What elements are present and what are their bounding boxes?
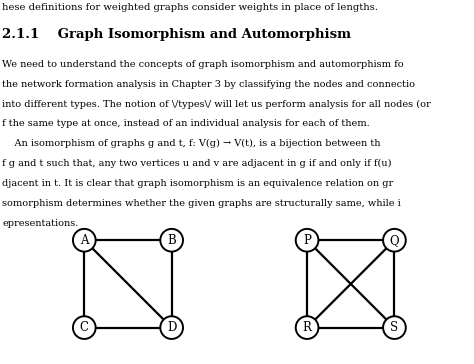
Text: D: D	[167, 321, 176, 334]
Text: S: S	[391, 321, 399, 334]
Circle shape	[73, 316, 96, 339]
Text: Q: Q	[390, 234, 399, 247]
Text: P: P	[303, 234, 311, 247]
Text: A: A	[80, 234, 89, 247]
Text: C: C	[80, 321, 89, 334]
Text: 2.1.1    Graph Isomorphism and Automorphism: 2.1.1 Graph Isomorphism and Automorphism	[2, 28, 351, 41]
Text: into different types. The notion of \/types\/ will let us perform analysis for a: into different types. The notion of \/ty…	[2, 99, 431, 108]
Circle shape	[383, 316, 406, 339]
Circle shape	[73, 229, 96, 252]
Text: We need to understand the concepts of graph isomorphism and automorphism fo: We need to understand the concepts of gr…	[2, 60, 404, 69]
Text: f g and t such that, any two vertices u and v are adjacent in g if and only if f: f g and t such that, any two vertices u …	[2, 159, 392, 168]
Text: djacent in t. It is clear that graph isomorphism is an equivalence relation on g: djacent in t. It is clear that graph iso…	[2, 179, 393, 188]
Circle shape	[296, 229, 319, 252]
Text: somorphism determines whether the given graphs are structurally same, while i: somorphism determines whether the given …	[2, 199, 401, 208]
Text: f the same type at once, instead of an individual analysis for each of them.: f the same type at once, instead of an i…	[2, 119, 370, 128]
Text: the network formation analysis in Chapter 3 by classifying the nodes and connect: the network formation analysis in Chapte…	[2, 80, 415, 89]
Text: epresentations.: epresentations.	[2, 219, 79, 228]
Circle shape	[383, 229, 406, 252]
Text: hese definitions for weighted graphs consider weights in place of lengths.: hese definitions for weighted graphs con…	[2, 3, 378, 12]
Text: An isomorphism of graphs g and t, f: V(g) → V(t), is a bijection between th: An isomorphism of graphs g and t, f: V(g…	[2, 139, 381, 149]
Circle shape	[296, 316, 319, 339]
Circle shape	[160, 229, 183, 252]
Text: R: R	[302, 321, 311, 334]
Circle shape	[160, 316, 183, 339]
Text: B: B	[167, 234, 176, 247]
